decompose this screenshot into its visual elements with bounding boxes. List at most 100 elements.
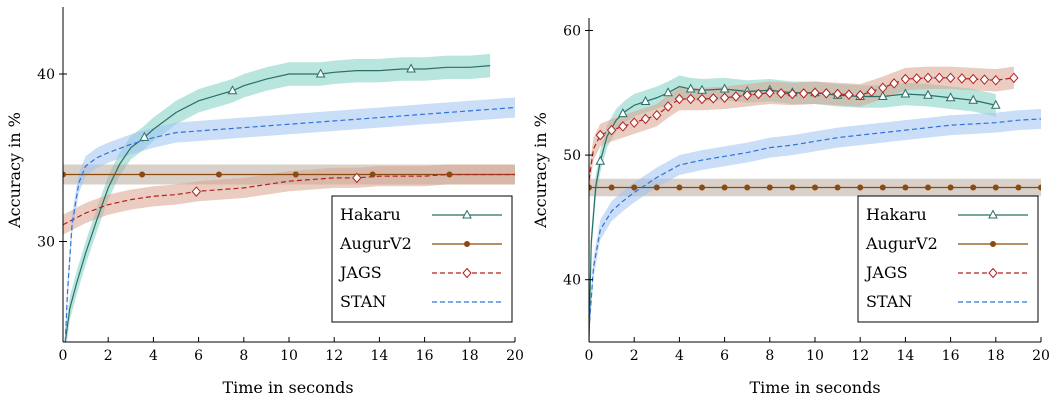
right-marker-hakaru (968, 94, 979, 104)
left-marker-hakaru (139, 131, 150, 141)
right-marker-hakaru (719, 83, 730, 93)
left-markers-jags (191, 172, 362, 197)
right-x-tick-label: 2 (630, 348, 639, 364)
right-x-tick-label: 0 (585, 348, 594, 364)
right-marker-jags (878, 82, 888, 94)
right-y-tick-label: 60 (563, 23, 581, 39)
left-ylabel: Accuracy in % (5, 112, 24, 229)
left-x-tick-label: 16 (416, 348, 434, 364)
left-x-tick-label: 6 (194, 348, 203, 364)
right-legend-label-jags: JAGS (864, 263, 908, 282)
right-marker-augurv2 (970, 184, 977, 191)
left-legend-marker-hakaru (462, 209, 472, 219)
left-xlabel: Time in seconds (222, 378, 353, 397)
right-marker-augurv2 (676, 184, 683, 191)
right-marker-jags (663, 101, 673, 112)
left-marker-hakaru (227, 85, 238, 95)
right-x-tick-label: 4 (675, 348, 684, 364)
right-markers-jags (595, 72, 1019, 141)
right-marker-augurv2 (766, 184, 773, 191)
right-band-hakaru (589, 75, 996, 342)
left-marker-jags (352, 172, 362, 184)
right-legend-entry-jags: JAGS (864, 263, 1028, 282)
left-x-tick-label: 10 (280, 348, 298, 364)
right-marker-augurv2 (699, 184, 705, 191)
left-legend-label-hakaru: Hakaru (340, 205, 401, 224)
right-marker-augurv2 (925, 184, 931, 191)
left-marker-augurv2 (369, 171, 376, 178)
right-marker-jags (957, 73, 967, 84)
left-x-tick-label: 20 (506, 348, 524, 364)
left-marker-augurv2 (446, 171, 453, 178)
right-marker-augurv2 (1038, 184, 1041, 191)
right-marker-augurv2 (857, 184, 864, 191)
left-series-group (63, 53, 515, 342)
right-legend-entry-hakaru: Hakaru (866, 205, 1028, 224)
right-marker-jags (889, 78, 899, 89)
right-marker-jags (900, 73, 911, 85)
right-marker-jags (708, 93, 718, 104)
right-marker-jags (787, 88, 798, 100)
right-marker-jags (731, 91, 741, 102)
right-marker-hakaru (685, 83, 696, 93)
right-marker-jags (652, 109, 662, 121)
right-legend-entry-augurv2: AugurV2 (865, 234, 1028, 253)
right-marker-jags (821, 88, 831, 99)
right-xlabel: Time in seconds (749, 378, 880, 397)
left-x-tick-label: 4 (149, 348, 158, 364)
right-legend-marker-augurv2 (990, 241, 996, 247)
left-markers-augurv2 (63, 171, 453, 178)
left-line-stan (64, 106, 515, 342)
right-marker-jags (765, 87, 775, 99)
right-marker-augurv2 (608, 184, 615, 191)
left-x-tick-label: 0 (59, 348, 68, 364)
right-marker-jags (799, 88, 809, 99)
left-x-tick-label: 2 (104, 348, 113, 364)
right-marker-jags (810, 87, 820, 99)
right-marker-augurv2 (879, 184, 886, 191)
right-x-tick-label: 6 (720, 348, 729, 364)
left-marker-hakaru (406, 63, 416, 73)
right-marker-jags (697, 93, 707, 105)
left-legend-label-stan: STAN (340, 292, 386, 311)
right-marker-hakaru (595, 155, 606, 165)
right-marker-jags (844, 89, 854, 100)
right-marker-hakaru (618, 108, 628, 118)
right-band-stan (589, 108, 1041, 340)
right-x-tick-label: 20 (1032, 348, 1050, 364)
right-y-tick-label: 40 (563, 273, 581, 289)
right-legend-label-augurv2: AugurV2 (865, 234, 938, 253)
right-marker-jags (719, 92, 730, 104)
left-marker-jags (191, 186, 202, 197)
left-legend-label-jags: JAGS (338, 263, 382, 282)
left-legend-label-augurv2: AugurV2 (339, 234, 412, 253)
left-marker-augurv2 (63, 171, 66, 178)
right-marker-hakaru (640, 95, 651, 105)
right-legend: Hakaru AugurV2 JAGS STAN (857, 195, 1039, 323)
right-marker-jags (686, 93, 696, 105)
right-marker-jags (595, 129, 605, 141)
left-marker-augurv2 (139, 171, 146, 178)
right-marker-augurv2 (992, 184, 999, 191)
left-legend-marker-augurv2 (464, 241, 470, 247)
right-marker-jags (968, 73, 978, 85)
left-x-tick-label: 12 (325, 348, 343, 364)
right-marker-augurv2 (721, 184, 728, 191)
left-x-tick-label: 18 (461, 348, 479, 364)
right-marker-augurv2 (744, 184, 751, 191)
left-marker-augurv2 (215, 171, 222, 178)
left-legend-marker-jags (462, 267, 472, 279)
right-marker-augurv2 (902, 184, 909, 191)
right-legend-marker-jags (988, 267, 998, 279)
left-legend-entry-stan: STAN (340, 292, 502, 311)
right-legend-label-stan: STAN (866, 292, 912, 311)
right-x-tick-label: 10 (806, 348, 824, 364)
right-line-stan (589, 118, 1041, 330)
right-marker-jags (629, 117, 639, 128)
right-marker-jags (979, 74, 990, 85)
right-marker-jags (618, 121, 628, 132)
left-plot-area: 0 2 4 6 8 10 12 14 16 18 20 30 40 Hakaru AugurV2 JAGS ST… (37, 7, 524, 364)
left-x-tick-label: 8 (239, 348, 248, 364)
left-legend-entry-augurv2: AugurV2 (339, 234, 502, 253)
